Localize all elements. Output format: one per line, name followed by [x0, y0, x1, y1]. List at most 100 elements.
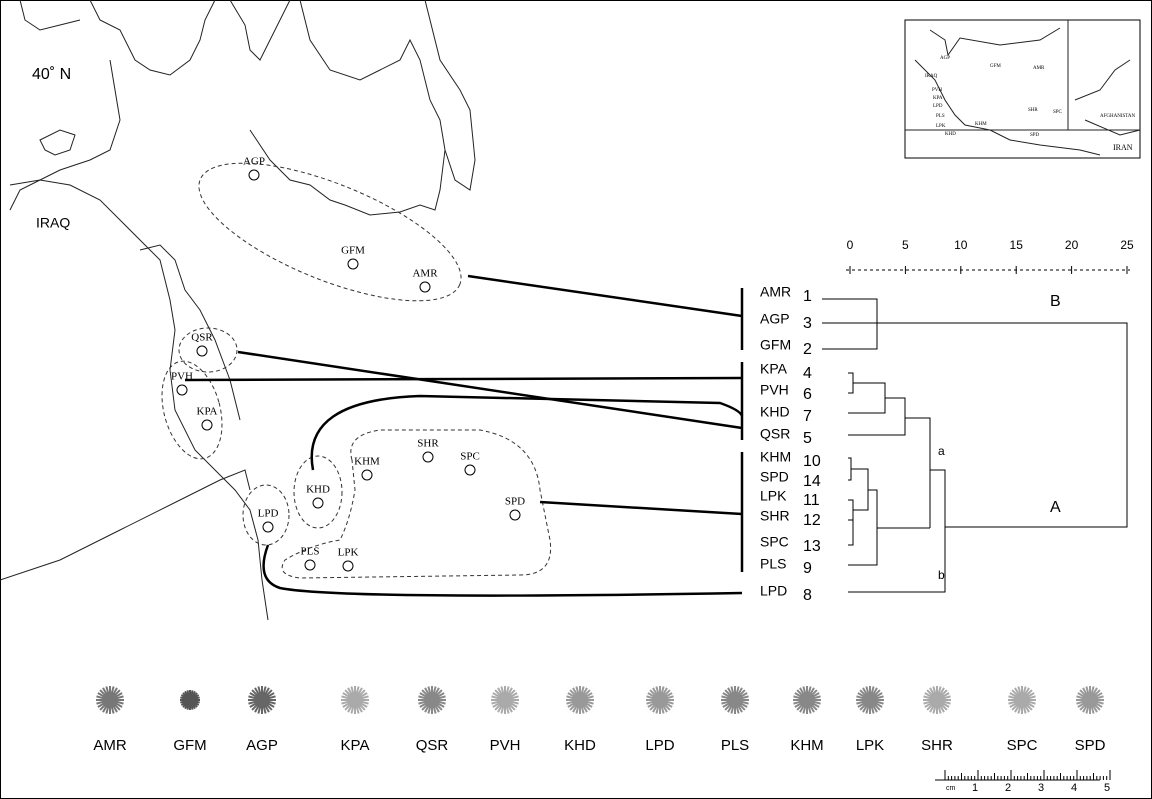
site-marker	[465, 465, 475, 475]
seed-image	[727, 692, 742, 707]
leaf-code: GFM	[760, 337, 791, 353]
site-marker	[423, 452, 433, 462]
seed-label: SPD	[1075, 737, 1106, 754]
seed-label: QSR	[416, 737, 449, 754]
ruler-label: 5	[1104, 782, 1110, 794]
seed-image	[799, 692, 814, 707]
site-marker	[202, 420, 212, 430]
seed-label: GFM	[173, 737, 206, 754]
site-label: SPC	[460, 451, 480, 463]
cluster-label: B	[1050, 293, 1061, 310]
cluster-label: A	[1050, 499, 1061, 516]
site-marker	[348, 259, 358, 269]
leaf-number: 11	[803, 492, 820, 509]
leaf-code: KPA	[760, 361, 788, 377]
inset-label: PVH	[932, 88, 942, 93]
site-label: SHR	[417, 438, 439, 450]
inset-label: PLS	[936, 114, 945, 119]
leaf-number: 1	[803, 288, 812, 305]
seed-image	[497, 692, 512, 707]
scale-label: 15	[1010, 238, 1024, 252]
leaf-number: 14	[803, 473, 821, 490]
ruler-label: 3	[1038, 782, 1044, 794]
seed-label: KPA	[341, 737, 370, 754]
seed-image	[1014, 692, 1029, 707]
site-label: LPK	[338, 547, 359, 559]
seed-image	[1082, 692, 1097, 707]
seed-label: SHR	[921, 737, 953, 754]
seed-label: AMR	[93, 737, 127, 754]
site-label: KHD	[306, 484, 330, 496]
ruler-unit: cm	[946, 785, 956, 792]
leaf-number: 7	[803, 408, 812, 425]
leaf-code: AGP	[760, 311, 790, 327]
site-label: AGP	[243, 156, 265, 168]
ruler-label: 4	[1071, 782, 1077, 794]
leaf-code: QSR	[760, 426, 790, 442]
leaf-number: 13	[803, 538, 821, 555]
cluster-label: a	[938, 444, 945, 458]
site-label: KPA	[197, 406, 218, 418]
seed-image	[652, 692, 667, 707]
inset-label: LPD	[933, 104, 943, 109]
leaf-number: 9	[803, 560, 812, 577]
site-marker	[263, 522, 273, 532]
seed-image	[424, 692, 439, 707]
seed-image	[254, 692, 269, 707]
leaf-number: 12	[803, 512, 821, 529]
cluster-label: b	[938, 568, 945, 582]
inset-label: LPK	[936, 124, 946, 129]
leaf-code: PLS	[760, 556, 786, 572]
site-marker	[343, 561, 353, 571]
seed-label: LPD	[645, 737, 674, 754]
scale-label: 20	[1065, 238, 1079, 252]
latitude-label: 40˚ N	[32, 66, 71, 83]
site-label: KHM	[354, 456, 380, 468]
seed-label: SPC	[1007, 737, 1038, 754]
seed-image	[185, 695, 196, 706]
site-label: LPD	[258, 508, 279, 520]
seed-label: AGP	[246, 737, 278, 754]
seed-image	[929, 692, 944, 707]
leaf-code: LPD	[760, 583, 787, 599]
inset-label: GFM	[990, 64, 1001, 69]
inset-label: SPC	[1053, 110, 1063, 115]
leaf-number: 6	[803, 386, 812, 403]
seed-image	[862, 692, 877, 707]
leaf-code: KHM	[760, 449, 791, 465]
site-label: GFM	[341, 245, 365, 257]
inset-label: IRAN	[1113, 143, 1133, 152]
inset-label: KHM	[975, 122, 987, 127]
leaf-code: LPK	[760, 488, 787, 504]
inset-label: KHD	[945, 132, 956, 137]
site-label: SPD	[505, 496, 525, 508]
seed-label: KHM	[790, 737, 823, 754]
seed-image	[572, 692, 587, 707]
site-label: PLS	[301, 546, 320, 558]
leaf-number: 8	[803, 587, 812, 604]
site-label: AMR	[412, 268, 438, 280]
site-marker	[197, 346, 207, 356]
site-marker	[510, 510, 520, 520]
site-marker	[313, 498, 323, 508]
seed-label: PVH	[490, 737, 521, 754]
figure: 40˚ N IRAQ AGP GFM AMR QSR PVH KPA KHD KHM SHR SPC S…	[0, 0, 1152, 799]
seed-image	[347, 692, 362, 707]
ruler-label: 2	[1005, 782, 1011, 794]
inset-label: SPD	[1030, 133, 1040, 138]
country-label: IRAQ	[36, 215, 70, 231]
leaf-number: 4	[803, 365, 812, 382]
site-label: QSR	[191, 332, 213, 344]
inset-label: AMR	[1033, 66, 1045, 71]
scale-label: 10	[954, 238, 968, 252]
inset-label: SHR	[1028, 108, 1038, 113]
inset-label: KPA	[933, 96, 943, 101]
inset-label: AFGHANISTAN	[1100, 114, 1136, 119]
scale-label: 5	[902, 238, 909, 252]
inset-label: AGP	[940, 56, 950, 61]
leaf-code: SPC	[760, 534, 789, 550]
seed-image	[102, 692, 117, 707]
leaf-number: 3	[803, 315, 812, 332]
seed-label: LPK	[856, 737, 884, 754]
seed-label: PLS	[721, 737, 749, 754]
